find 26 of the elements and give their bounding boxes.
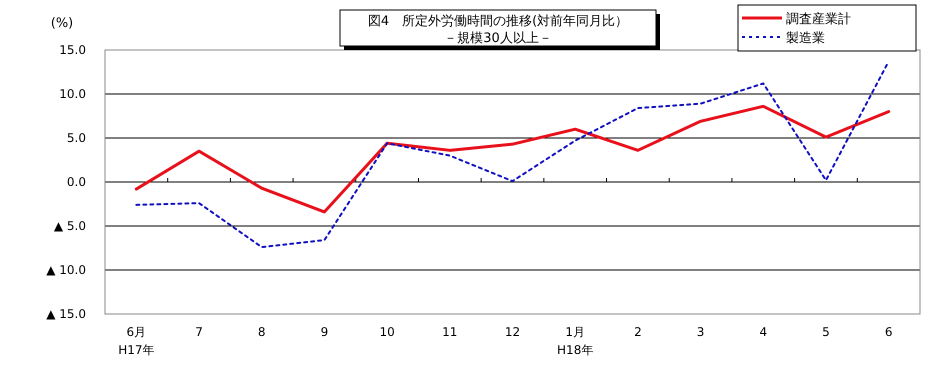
x-tick-label: 2 <box>634 325 642 339</box>
y-tick-label: 0.0 <box>66 175 86 189</box>
x-tick-label: 8 <box>258 325 266 339</box>
chart-title: 図4 所定外労働時間の推移(対前年同月比） <box>368 13 628 29</box>
x-tick-label: 3 <box>696 325 704 339</box>
x-tick-label: 6 <box>884 325 892 339</box>
x-tick-label: 9 <box>320 325 328 339</box>
line-series <box>134 104 890 214</box>
x-tick-label: 6月 H17年 <box>118 325 154 357</box>
chart-subtitle: －規模30人以上－ <box>444 31 552 46</box>
y-tick-label: 15.0 <box>59 43 86 57</box>
y-axis-title: (%) <box>50 16 74 31</box>
y-tick-label: 10.0 <box>59 87 86 101</box>
legend-label: 調査産業計 <box>786 11 851 27</box>
x-tick-label: 12 <box>504 325 520 339</box>
x-tick-label: 7 <box>195 325 203 339</box>
legend-label: 製造業 <box>786 31 825 46</box>
x-tick-label: 5 <box>822 325 830 339</box>
x-tick-label: 4 <box>759 325 768 339</box>
x-tick-label: 10 <box>379 325 395 339</box>
y-tick-label: ▲ 5.0 <box>54 219 86 233</box>
y-tick-label: 5.0 <box>66 131 86 145</box>
y-tick-label: ▲ 15.0 <box>46 307 86 321</box>
y-tick-label: ▲ 10.0 <box>46 263 86 277</box>
x-tick-label: 11 <box>442 325 458 339</box>
x-tick-label: 1月 H18年 <box>557 325 594 357</box>
